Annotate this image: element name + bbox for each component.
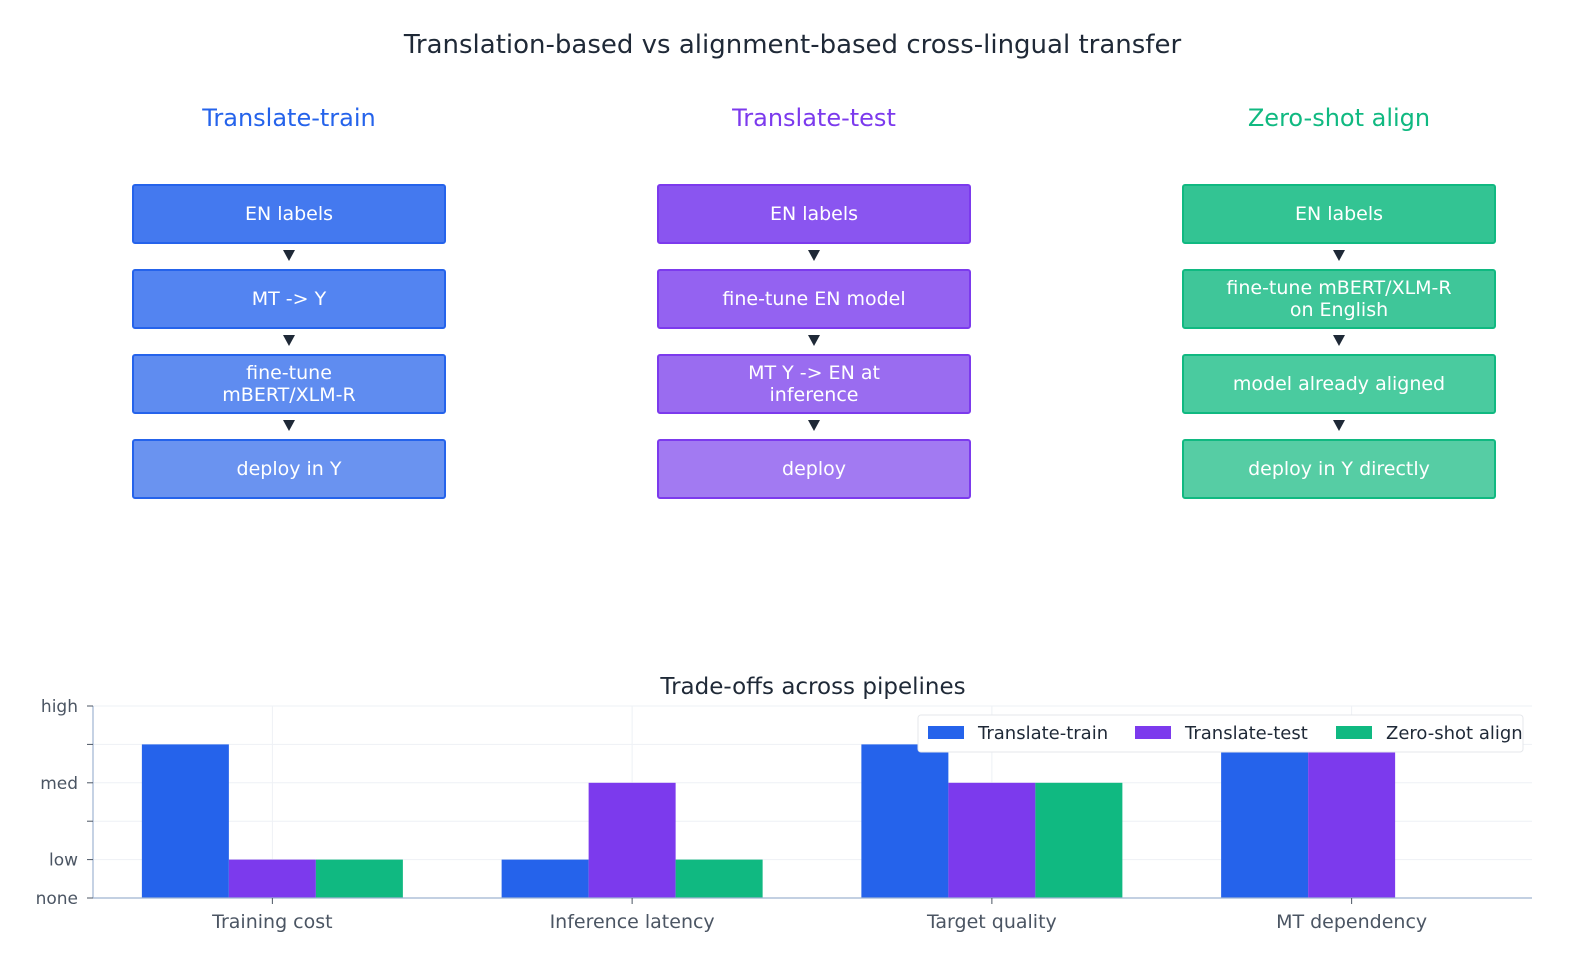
pipeline-step: deploy in Y directly bbox=[1182, 439, 1496, 499]
pipeline-step: EN labels bbox=[1182, 184, 1496, 244]
tradeoffs-chart: Trade-offs across pipelines none low med hig… bbox=[36, 674, 1532, 933]
x-tick-label: Inference latency bbox=[550, 911, 715, 933]
arrow-down-icon bbox=[283, 250, 295, 261]
y-tick-label: med bbox=[40, 774, 78, 794]
legend-label: Zero-shot align bbox=[1386, 723, 1523, 744]
legend-swatch bbox=[928, 726, 964, 739]
y-tick-label: high bbox=[41, 697, 78, 717]
legend-swatch bbox=[1135, 726, 1171, 739]
legend-swatch bbox=[1336, 726, 1372, 739]
pipeline-step: fine-tune mBERT/XLM-R on English bbox=[1182, 269, 1496, 329]
arrow-down-icon bbox=[1333, 250, 1345, 261]
y-tick-label: low bbox=[49, 851, 78, 871]
bar-zero-shot-align bbox=[315, 859, 403, 898]
pipeline-step: model already aligned bbox=[1182, 354, 1496, 414]
arrow-down-icon bbox=[1333, 335, 1345, 346]
bar-zero-shot-align bbox=[1035, 782, 1123, 898]
bar-translate-test bbox=[948, 782, 1036, 898]
legend-label: Translate-train bbox=[977, 723, 1108, 744]
pipeline-title: Translate-test bbox=[732, 104, 896, 132]
bar-translate-test bbox=[228, 859, 316, 898]
pipeline-step: MT -> Y bbox=[132, 269, 446, 329]
arrow-down-icon bbox=[808, 250, 820, 261]
bar-translate-train bbox=[141, 744, 229, 898]
arrow-down-icon bbox=[283, 335, 295, 346]
arrow-down-icon bbox=[1333, 420, 1345, 431]
bar-translate-train bbox=[501, 859, 589, 898]
pipeline-step: MT Y -> EN at inference bbox=[657, 354, 971, 414]
pipeline-title: Translate-train bbox=[202, 104, 376, 132]
pipeline-step: deploy bbox=[657, 439, 971, 499]
arrow-down-icon bbox=[808, 420, 820, 431]
arrow-down-icon bbox=[283, 420, 295, 431]
page-title: Translation-based vs alignment-based cro… bbox=[403, 30, 1182, 60]
x-tick-label: Training cost bbox=[211, 911, 332, 933]
pipeline-translate-test: Translate-test EN labels fine-tune EN mode… bbox=[657, 100, 977, 499]
legend-box bbox=[917, 714, 1524, 753]
arrow-down-icon bbox=[808, 335, 820, 346]
pipeline-title: Zero-shot align bbox=[1247, 104, 1431, 132]
pipeline-step: EN labels bbox=[657, 184, 971, 244]
bar-zero-shot-align bbox=[675, 859, 763, 898]
legend-label: Translate-test bbox=[1184, 723, 1308, 744]
bar-translate-test bbox=[1308, 744, 1396, 898]
pipeline-step: fine-tune mBERT/XLM-R bbox=[132, 354, 446, 414]
pipeline-zero-shot-align: Zero-shot align EN labels fine-tune mBERT/… bbox=[1182, 100, 1502, 499]
bar-translate-test bbox=[588, 782, 676, 898]
x-tick-label: Target quality bbox=[926, 911, 1057, 933]
pipeline-step: fine-tune EN model bbox=[657, 269, 971, 329]
pipeline-step: deploy in Y bbox=[132, 439, 446, 499]
bar-translate-train bbox=[1221, 744, 1309, 898]
x-tick-label: MT dependency bbox=[1276, 911, 1427, 933]
chart-title: Trade-offs across pipelines bbox=[659, 674, 965, 700]
pipeline-translate-train: Translate-train EN labels MT -> Y fine-tune… bbox=[132, 100, 452, 499]
bar-translate-train bbox=[861, 744, 949, 898]
y-tick-label: none bbox=[36, 889, 78, 909]
pipeline-step: EN labels bbox=[132, 184, 446, 244]
